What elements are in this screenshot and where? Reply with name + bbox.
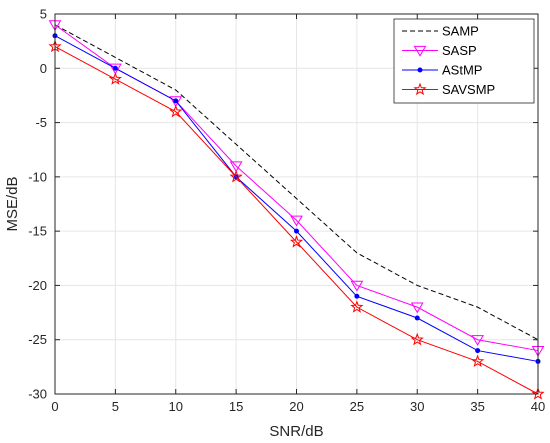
y-tick-label: -10 [28, 169, 47, 184]
x-tick-label: 40 [531, 399, 545, 414]
legend-marker-savsmp [413, 82, 427, 96]
y-tick-label: -5 [35, 115, 47, 130]
data-point-sasp [169, 96, 183, 108]
series-line-savsmp [54, 46, 539, 395]
legend: SAMP SASP AStMP SAVSMP [393, 18, 535, 104]
x-tick-label: 10 [169, 399, 183, 414]
y-tick-label: -30 [28, 387, 47, 402]
y-tick-label: -25 [28, 332, 47, 347]
series-line-samp [54, 24, 539, 341]
x-tick-label: 35 [470, 399, 484, 414]
y-tick-label: -15 [28, 224, 47, 239]
data-point-savsmp [350, 300, 364, 313]
x-tick-label: 0 [51, 399, 58, 414]
data-point-savsmp [229, 169, 243, 183]
data-point-sasp [471, 335, 484, 346]
x-axis-title: SNR/dB [269, 423, 323, 440]
legend-label-sasp: SASP [442, 43, 477, 58]
legend-marker-sasp [413, 45, 427, 57]
data-point-sasp [109, 63, 122, 75]
x-tick-label: 5 [112, 399, 119, 414]
x-tick-label: 30 [410, 399, 424, 414]
y-tick-label: 5 [40, 7, 47, 22]
data-point-astmp [173, 98, 179, 104]
data-point-astmp [294, 228, 299, 234]
data-point-sasp [229, 161, 243, 173]
data-point-savsmp [169, 104, 183, 118]
data-point-savsmp [531, 387, 545, 400]
series-lines [48, 20, 545, 400]
data-point-astmp [414, 315, 420, 321]
x-tick-label: 20 [289, 399, 303, 414]
data-point-astmp [475, 348, 481, 354]
y-tick-label: -20 [28, 278, 47, 293]
x-tick-label: 25 [350, 399, 364, 414]
data-point-sasp [410, 302, 424, 314]
data-point-savsmp [471, 354, 485, 368]
axis-ticks: 0 5 10 15 20 25 30 35 40 5 0 -5 -10 -15 -20 -25 -30 [28, 7, 545, 415]
legend-label-astmp: AStMP [442, 63, 482, 78]
data-point-astmp [112, 65, 118, 71]
data-point-sasp [290, 215, 303, 227]
data-point-savsmp [410, 332, 424, 346]
data-point-astmp [354, 293, 360, 299]
y-tick-label: 0 [40, 61, 47, 76]
data-point-savsmp [108, 72, 122, 85]
y-axis-title: MSE/dB [4, 176, 21, 231]
x-tick-label: 15 [229, 399, 243, 414]
legend-label-savsmp: SAVSMP [442, 82, 495, 97]
legend-marker-astmp [417, 67, 423, 73]
data-point-sasp [350, 280, 364, 292]
data-point-savsmp [289, 235, 304, 248]
legend-label-samp: SAMP [442, 24, 479, 39]
